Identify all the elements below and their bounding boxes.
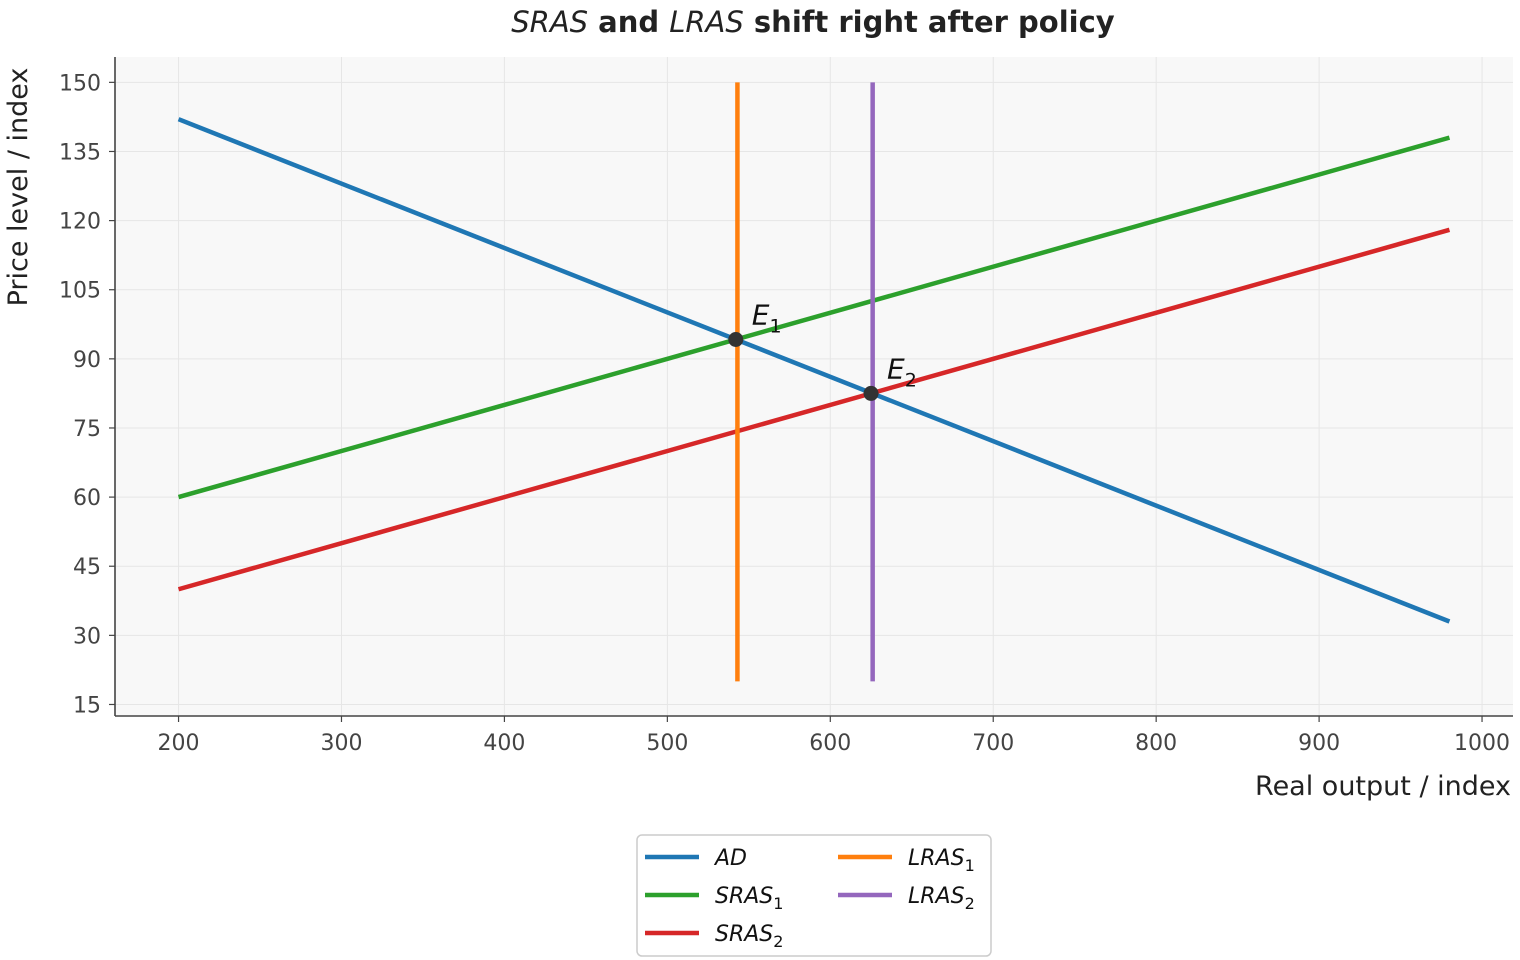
series-layer [177,82,1451,682]
axes [114,57,1513,717]
legend-label-base: LRAS [908,884,965,909]
y-tick-label: 150 [59,71,101,96]
x-tick-label: 300 [320,731,362,756]
equilibrium-label-e2: E2 [887,352,917,391]
title-part: LRAS [669,5,744,39]
legend-item-lras2: LRAS2 [838,884,975,913]
equilibrium-label-base: E [752,298,770,331]
equilibrium-label-sub: 1 [769,315,781,337]
y-tick-label: 105 [59,279,101,304]
legend-label-base: SRAS [715,922,773,947]
equilibrium-label-sub: 2 [905,369,917,391]
legend-item-sras2: SRAS2 [645,922,783,951]
title-part: shift right after policy [744,5,1115,39]
legend-item-ad: AD [645,846,747,871]
y-tick-label: 90 [73,348,101,373]
legend-label-sub: 1 [965,856,975,875]
x-tick-label: 900 [1298,731,1340,756]
grid [115,57,1513,716]
legend-label-base: LRAS [908,846,965,871]
equilibrium-label-e1: E1 [752,298,782,337]
legend-label: SRAS1 [715,884,783,913]
x-tick-label: 1000 [1454,731,1510,756]
legend-label: SRAS2 [715,922,783,951]
legend-box [636,834,992,957]
legend-item-lras1: LRAS1 [838,846,975,875]
x-tick-label: 800 [1135,731,1177,756]
legend-label-sub: 1 [773,894,783,913]
legend-item-sras1: SRAS1 [645,884,783,913]
tick-labels: 200 300 400 500 600 700 800 900 1000 15 30 45 60 75 90… [59,71,1510,756]
chart-title: SRAS and LRAS shift right after policy [511,5,1115,39]
legend-label-sub: 2 [773,932,783,951]
series-line-sras2 [177,227,1451,592]
legend-label: LRAS1 [908,846,975,875]
y-axis-label: Price level / index [3,68,34,307]
x-tick-label: 500 [646,731,688,756]
title-part: SRAS [511,5,588,39]
equilibrium-point-e1 [728,331,744,347]
y-tick-label: 135 [59,140,101,165]
y-tick-label: 30 [73,624,101,649]
legend-label-base: AD [713,846,747,871]
title-part: and [588,5,669,39]
x-tick-label: 600 [809,731,851,756]
series-line-sras1 [177,135,1451,500]
x-tick-label: 700 [972,731,1014,756]
series-line-ad [177,117,1451,624]
legend-label: AD [713,846,747,871]
x-tick-label: 400 [483,731,525,756]
equilibrium-label-base: E [887,352,905,385]
y-tick-label: 15 [73,693,101,718]
x-tick-label: 200 [158,731,200,756]
legend-label-sub: 2 [965,894,975,913]
y-tick-label: 60 [73,486,101,511]
legend-label-base: SRAS [715,884,773,909]
y-tick-label: 75 [73,417,101,442]
x-axis-label: Real output / index [1255,771,1511,802]
equilibrium-point-e2 [863,385,879,401]
legend-label: LRAS2 [908,884,975,913]
plot-area [115,57,1513,716]
y-tick-label: 120 [59,210,101,235]
y-tick-label: 45 [73,555,101,580]
